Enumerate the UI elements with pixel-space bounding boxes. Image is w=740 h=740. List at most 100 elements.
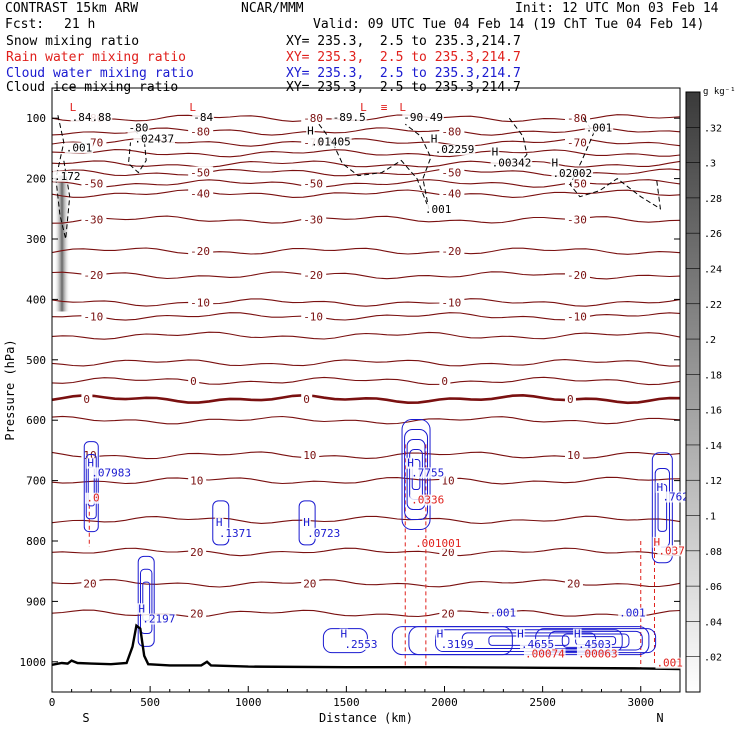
- contour-label-bg: [52, 170, 82, 182]
- contour-label-bg: [655, 657, 684, 669]
- isotherm-label: -80: [567, 112, 587, 125]
- contour-extremum-label: .4503: [578, 638, 611, 651]
- y-tick-label: 100: [26, 112, 46, 125]
- contour-extremum-label: H: [551, 157, 558, 170]
- isotherm-label: 0: [83, 393, 90, 406]
- isotherm-label: 20: [190, 607, 203, 620]
- contour-extremum-label: .02259: [435, 143, 475, 156]
- isotherm-label-bg: [439, 187, 465, 199]
- contour-extremum-label: -89.5: [333, 111, 366, 124]
- isotherm-line: [51, 359, 681, 367]
- x-tick-label: 500: [140, 696, 160, 709]
- isotherm-label-bg: [439, 545, 458, 557]
- contour-extremum-label: .07983: [91, 466, 131, 479]
- isotherm-label-bg: [188, 374, 200, 386]
- contour-label-bg: [655, 481, 665, 493]
- colorbar-tick-label: .18: [704, 370, 722, 381]
- isotherm-line: [51, 579, 681, 588]
- isotherm-label: 0: [190, 375, 197, 388]
- contour-label-bg: [343, 638, 379, 650]
- isotherm-label-bg: [439, 125, 465, 137]
- init-time: Init: 12 UTC Mon 03 Feb 14: [515, 1, 719, 16]
- field-xy-snow: XY= 235.3, 2.5 to 235.3,214.7: [286, 34, 521, 49]
- isotherm-label-bg: [188, 245, 214, 257]
- contour-label-bg: [657, 545, 693, 557]
- contour-label-bg: [490, 157, 533, 169]
- isotherm-label-bg: [439, 296, 465, 308]
- contour-label-bg: [398, 101, 407, 113]
- isotherm-label-bg: [301, 449, 320, 461]
- contour-extremum-label: H: [216, 516, 223, 529]
- isotherm-label: 20: [441, 607, 454, 620]
- snow-shading: [54, 175, 70, 312]
- contour-extremum-label: -90.49: [403, 111, 443, 124]
- contour-extremum-label: .00342: [492, 157, 532, 170]
- field-name-snow: Snow mixing ratio: [6, 34, 140, 49]
- isotherm-label-bg: [188, 474, 207, 486]
- y-tick-label: 300: [26, 233, 46, 246]
- isotherm-label: 10: [303, 449, 316, 462]
- y-tick-label: 700: [26, 475, 46, 488]
- cloud-ice-contour: [318, 123, 432, 209]
- contour-extremum-label: -80: [129, 121, 149, 134]
- contour-label-bg: [68, 101, 78, 113]
- isotherm-label-bg: [188, 545, 207, 557]
- cloud-ice-contour: [55, 115, 71, 240]
- contour-label-bg: [90, 467, 132, 479]
- contour-extremum-label: H: [492, 146, 499, 159]
- y-tick-label: 800: [26, 535, 46, 548]
- isotherm-label: 10: [190, 475, 203, 488]
- colorbar-tick-label: .28: [704, 194, 722, 205]
- contour-extremum-label: .0379: [658, 544, 691, 557]
- contour-label-bg: [214, 516, 224, 528]
- isotherm-label-bg: [439, 166, 465, 178]
- isotherm-label-bg: [564, 449, 583, 461]
- y-tick-label: 500: [26, 354, 46, 367]
- cloud-water-contour: [651, 452, 673, 564]
- contour-label-bg: [306, 527, 342, 539]
- isotherm-label-bg: [564, 393, 576, 405]
- colorbar-unit: g kg⁻¹: [703, 87, 736, 97]
- y-tick-label: 400: [26, 293, 46, 306]
- contour-label-bg: [192, 112, 215, 124]
- contour-label-bg: [85, 492, 101, 504]
- contour-label-bg: [439, 638, 475, 650]
- contour-label-bg: [306, 125, 315, 137]
- contour-extremum-label: .2553: [344, 638, 377, 651]
- y-tick-label: 900: [26, 595, 46, 608]
- isotherm-label-bg: [188, 166, 214, 178]
- contour-label-bg: [86, 457, 95, 469]
- isotherm-label: -20: [303, 269, 323, 282]
- isotherm-label: 0: [567, 393, 574, 406]
- isotherm-label: -20: [441, 245, 461, 258]
- colorbar-tick-label: .3: [704, 159, 716, 170]
- contour-extremum-label: .4655: [521, 638, 554, 651]
- isotherm-line: [51, 331, 681, 340]
- contour-label-bg: [359, 101, 368, 113]
- isotherm-line: [51, 393, 681, 405]
- cloud-ice-contour: [569, 117, 662, 210]
- isotherm-line: [51, 451, 681, 460]
- contour-label-bg: [423, 204, 453, 216]
- contour-extremum-label: .84.88: [72, 111, 112, 124]
- isotherm-label: 0: [303, 393, 310, 406]
- isotherm-label-bg: [439, 474, 458, 486]
- contour-label-bg: [410, 467, 446, 479]
- colorbar: [685, 91, 701, 693]
- contour-label-bg: [331, 112, 367, 124]
- contour-extremum-label: H: [574, 628, 581, 641]
- contour-extremum-label: .02437: [134, 132, 174, 145]
- isotherm-label: -10: [567, 310, 587, 323]
- contour-extremum-label: .172: [54, 170, 81, 183]
- colorbar-tick-label: .04: [704, 617, 722, 628]
- isotherm-label-bg: [81, 213, 107, 225]
- contour-label-bg: [661, 491, 690, 503]
- contour-extremum-label: .762: [662, 491, 689, 504]
- isotherm-line: [51, 476, 681, 485]
- contour-label-bg: [576, 648, 619, 660]
- isotherm-label: 20: [190, 546, 203, 559]
- isotherm-label-bg: [301, 577, 320, 589]
- isotherm-label-bg: [301, 177, 327, 189]
- contour-label-bg: [406, 457, 415, 469]
- contour-extremum-label: .001: [490, 607, 517, 620]
